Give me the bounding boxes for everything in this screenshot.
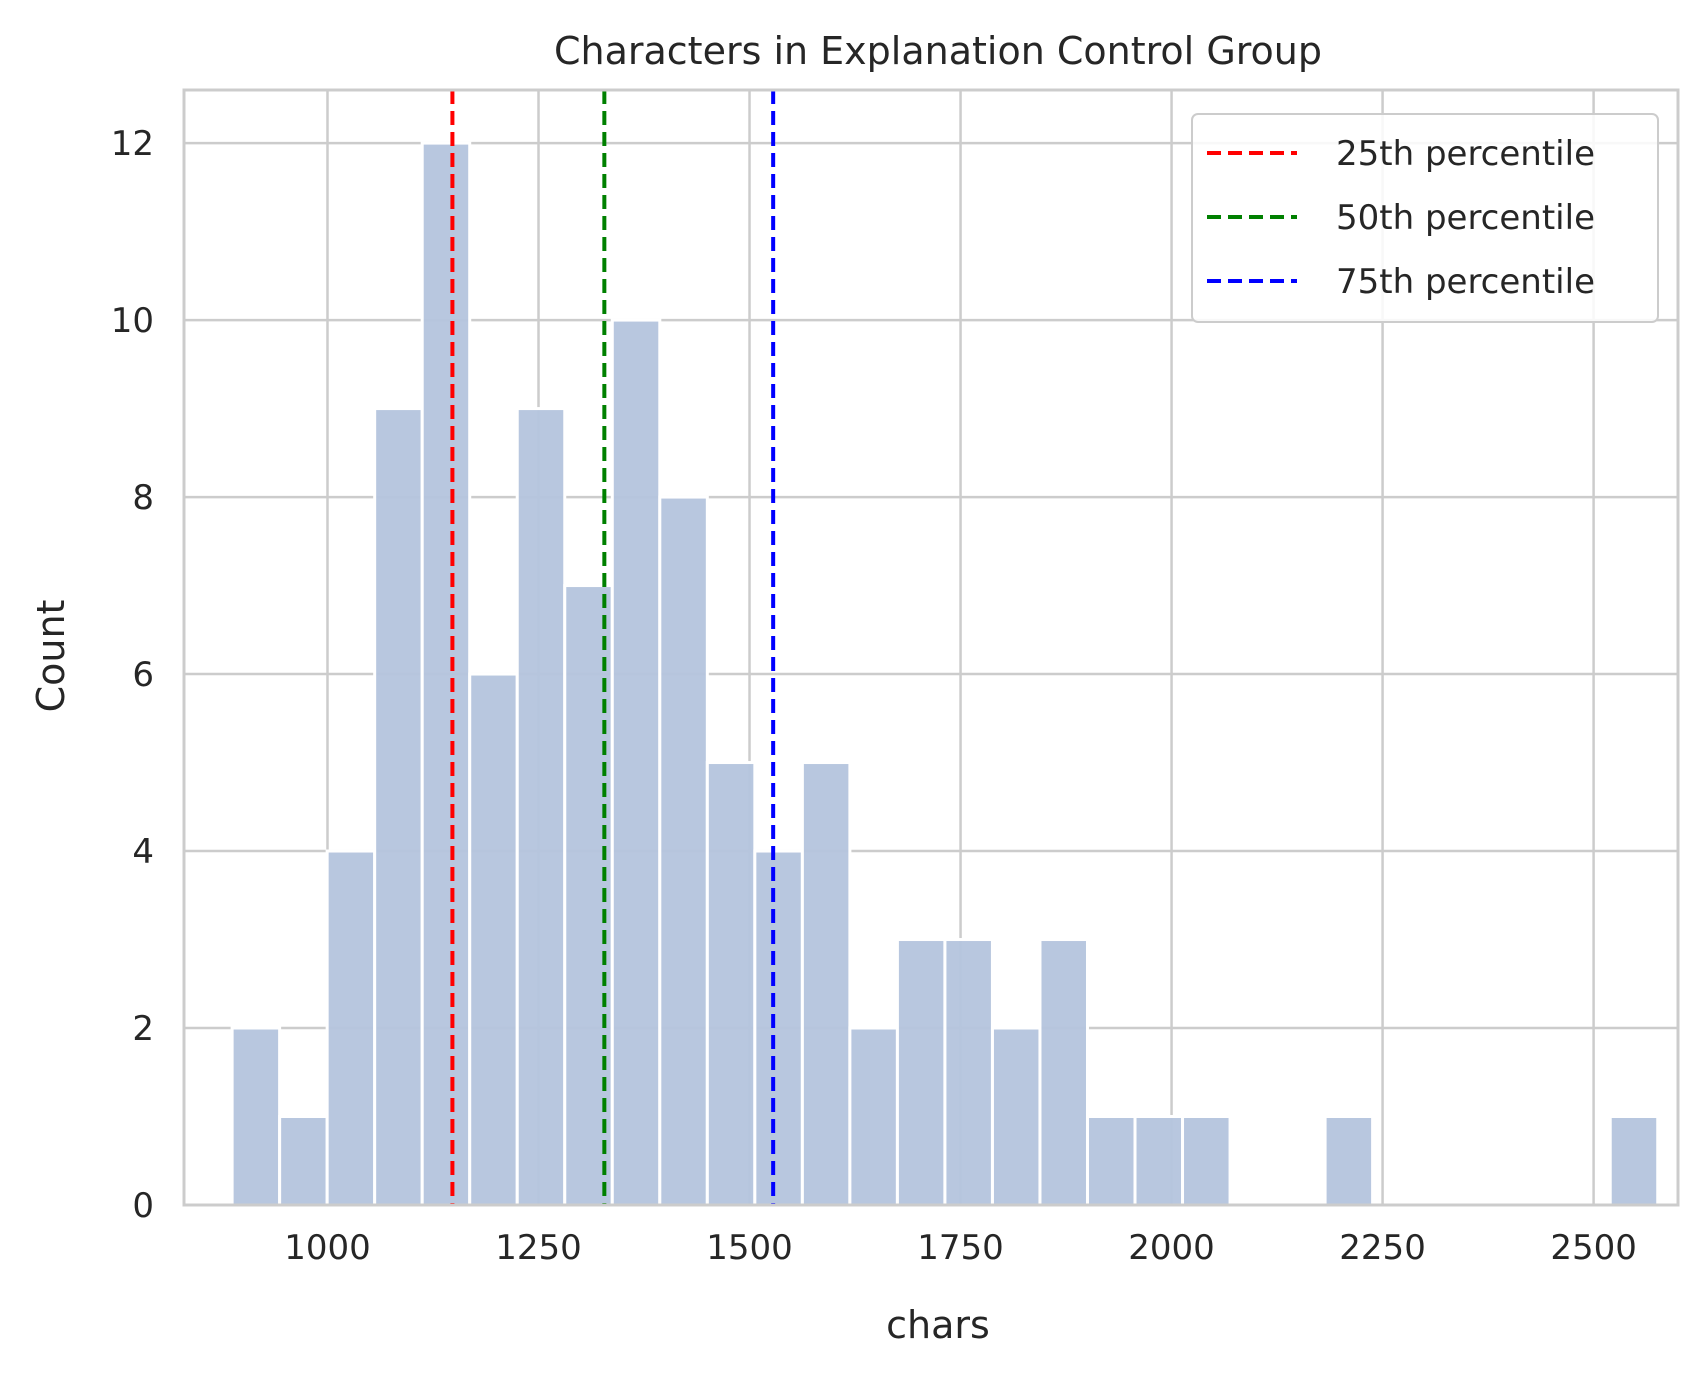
x-tick-label: 1750: [917, 1228, 1004, 1268]
histogram-bar: [800, 761, 852, 1207]
histogram-bar: [610, 318, 662, 1207]
plot-frame: [182, 88, 1680, 1207]
x-tick-label: 2250: [1339, 1228, 1426, 1268]
histogram-bars: [230, 141, 1660, 1207]
y-tick-label: 0: [132, 1186, 154, 1226]
histogram-bar: [515, 407, 567, 1207]
histogram-bar: [1085, 1115, 1137, 1207]
y-tick-label: 12: [111, 124, 154, 164]
chart-title: Characters in Explanation Control Group: [554, 29, 1322, 73]
percentile-lines: [450, 90, 776, 1205]
legend: 25th percentile 50th percentile 75th perce…: [1191, 113, 1659, 323]
histogram-bar: [1323, 1115, 1375, 1207]
y-tick-label: 10: [111, 301, 154, 341]
y-tick-label: 8: [132, 478, 154, 518]
histogram-bar: [848, 1026, 899, 1207]
histogram-bar: [1181, 1115, 1232, 1207]
y-tick-label: 2: [132, 1009, 154, 1049]
legend-label: 25th percentile: [1336, 134, 1595, 174]
histogram-bar: [230, 1026, 282, 1207]
histogram-bar: [895, 938, 947, 1207]
histogram-bar: [278, 1115, 329, 1207]
x-tick-label: 1000: [284, 1228, 371, 1268]
y-tick-label: 6: [132, 655, 154, 695]
legend-label: 75th percentile: [1336, 262, 1595, 302]
histogram-bar: [990, 1026, 1042, 1207]
legend-label: 50th percentile: [1336, 198, 1595, 238]
histogram-bar: [1133, 1115, 1185, 1207]
x-axis-label: chars: [886, 1303, 990, 1347]
histogram-bar: [705, 761, 757, 1207]
histogram-bar: [420, 141, 472, 1207]
tick-labels: 1000 1250 1500 1750 2000 2250 2500 0 2 4 6 8 10 12: [111, 124, 1637, 1268]
histogram-bar: [1038, 938, 1089, 1207]
legend-box: [1191, 113, 1659, 323]
x-tick-label: 1500: [706, 1228, 793, 1268]
histogram-bar: [943, 938, 994, 1207]
histogram-bar: [468, 672, 519, 1207]
histogram-bar: [325, 849, 377, 1207]
histogram-bar: [753, 849, 804, 1207]
x-tick-label: 2500: [1550, 1228, 1637, 1268]
x-tick-label: 1250: [495, 1228, 582, 1268]
legend-items: 25th percentile 50th percentile 75th perce…: [1207, 134, 1595, 302]
y-axis-label: Count: [29, 600, 73, 713]
histogram-bar: [373, 407, 424, 1207]
y-tick-label: 4: [132, 832, 154, 872]
x-tick-label: 2000: [1128, 1228, 1215, 1268]
histogram-bar: [1608, 1115, 1660, 1207]
histogram-bar: [658, 495, 709, 1207]
